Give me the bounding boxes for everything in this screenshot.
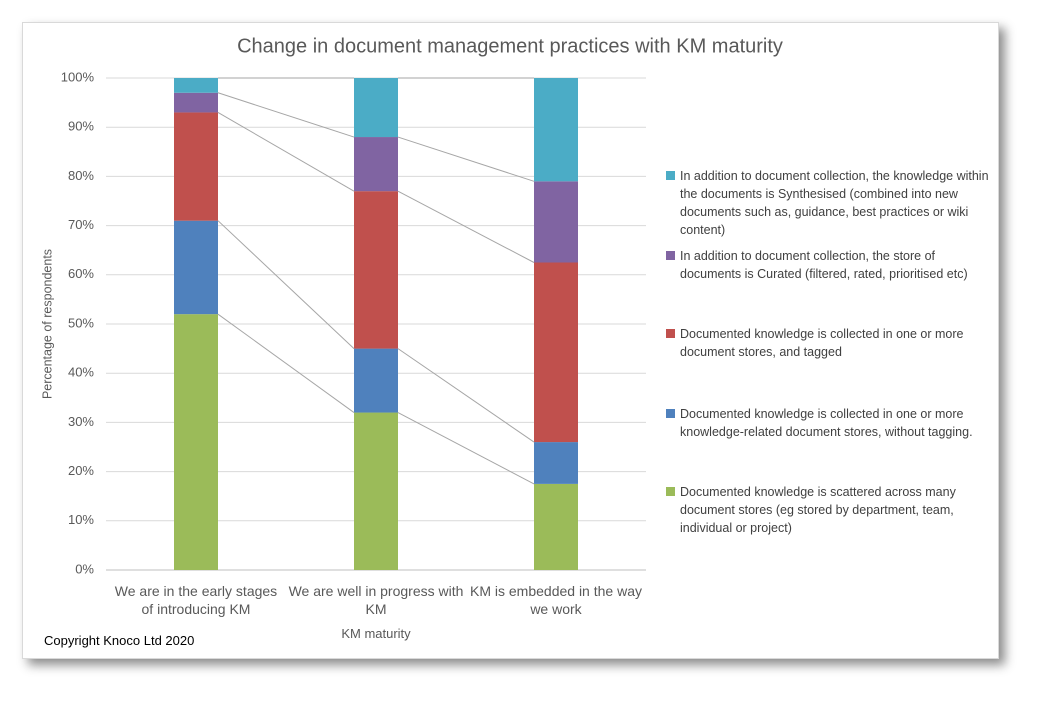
series-line (217, 313, 355, 413)
bar-segment (174, 78, 218, 93)
legend-label: In addition to document collection, the … (680, 249, 968, 281)
bar-segment (354, 348, 398, 413)
y-tick-label: 0% (75, 561, 94, 576)
bar-segment (174, 112, 218, 221)
y-tick-label: 60% (68, 266, 94, 281)
bar-segment (534, 483, 578, 570)
y-tick-label: 90% (68, 119, 94, 134)
x-tick-label: We are in the early stages of introducin… (114, 583, 278, 617)
legend-swatch (666, 487, 675, 496)
bar-segment (174, 314, 218, 570)
bar-segment (534, 78, 578, 182)
legend-swatch (666, 171, 675, 180)
legend-label: In addition to document collection, the … (680, 169, 989, 237)
series-line (397, 348, 535, 443)
y-tick-label: 70% (68, 217, 94, 232)
bar-segment (354, 78, 398, 138)
y-tick-label: 40% (68, 365, 94, 380)
legend-entry: Documented knowledge is collected in one… (666, 405, 991, 441)
legend-swatch (666, 251, 675, 260)
y-tick-label: 10% (68, 512, 94, 527)
legend-swatch (666, 329, 675, 338)
y-tick-label: 50% (68, 315, 94, 330)
bar-segment (354, 137, 398, 192)
legend-label: Documented knowledge is collected in one… (680, 407, 973, 439)
bar-segment (354, 412, 398, 570)
y-tick-label: 80% (68, 168, 94, 183)
legend-swatch (666, 409, 675, 418)
y-tick-label: 30% (68, 414, 94, 429)
legend-entry: Documented knowledge is collected in one… (666, 325, 991, 361)
bar-segment (534, 442, 578, 484)
bar-segment (534, 262, 578, 443)
x-tick-label: KM is embedded in the way we work (470, 583, 642, 617)
series-line (217, 92, 355, 138)
bar-segment (354, 191, 398, 349)
footnote: Copyright Knoco Ltd 2020 (44, 633, 195, 648)
y-tick-label: 100% (61, 69, 95, 84)
bar-segment (534, 181, 578, 263)
x-tick-label: We are well in progress with KM (288, 583, 464, 617)
chart-title: Change in document management practices … (237, 35, 783, 57)
x-axis-title: KM maturity (341, 626, 411, 641)
y-tick-label: 20% (68, 463, 94, 478)
series-line (397, 136, 535, 182)
series-line (397, 190, 535, 263)
y-axis-title: Percentage of respondents (40, 249, 54, 399)
legend-entry: Documented knowledge is scattered across… (666, 483, 991, 537)
bar-segment (174, 220, 218, 315)
series-line (217, 220, 355, 349)
legend-entry: In addition to document collection, the … (666, 247, 991, 283)
series-line (217, 112, 355, 192)
legend-label: Documented knowledge is scattered across… (680, 485, 956, 535)
legend-label: Documented knowledge is collected in one… (680, 327, 964, 359)
legend-entry: In addition to document collection, the … (666, 167, 991, 239)
series-line (397, 412, 535, 485)
bar-segment (174, 92, 218, 113)
